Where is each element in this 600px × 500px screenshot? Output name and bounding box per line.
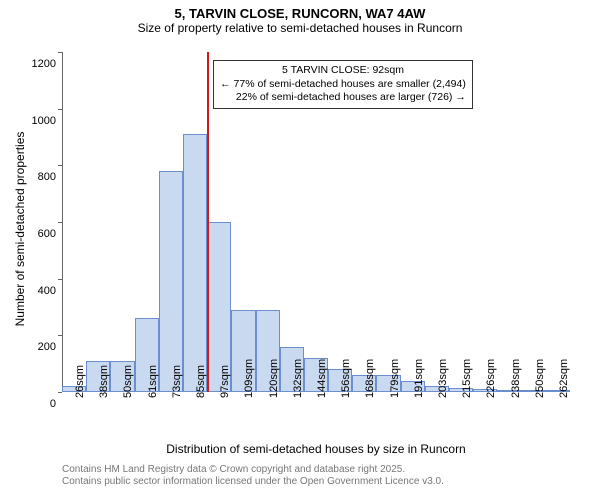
y-tick: 800 <box>38 171 56 183</box>
bar <box>159 171 183 392</box>
footer-line2: Contains public sector information licen… <box>62 476 444 487</box>
annot-line1: 5 TARVIN CLOSE: 92sqm <box>220 64 466 78</box>
y-axis-label: Number of semi-detached properties <box>13 129 27 329</box>
chart-subtitle: Size of property relative to semi-detach… <box>0 21 600 35</box>
y-tick: 600 <box>38 228 56 240</box>
footer-line1: Contains HM Land Registry data © Crown c… <box>62 464 405 475</box>
chart-title: 5, TARVIN CLOSE, RUNCORN, WA7 4AW <box>0 0 600 21</box>
chart-container: 5, TARVIN CLOSE, RUNCORN, WA7 4AW Size o… <box>0 0 600 500</box>
y-tick: 1000 <box>32 115 56 127</box>
x-axis-label: Distribution of semi-detached houses by … <box>62 442 570 456</box>
annotation-box: 5 TARVIN CLOSE: 92sqm ← 77% of semi-deta… <box>213 60 473 109</box>
y-tick: 400 <box>38 285 56 297</box>
y-tick: 0 <box>50 398 56 410</box>
y-tick: 1200 <box>32 58 56 70</box>
x-tick: 262sqm <box>558 359 600 398</box>
annot-line3: 22% of semi-detached houses are larger (… <box>220 91 466 105</box>
y-axis <box>62 52 63 392</box>
plot-area: 5 TARVIN CLOSE: 92sqm ← 77% of semi-deta… <box>62 52 570 392</box>
reference-line <box>207 52 209 392</box>
y-tick: 200 <box>38 341 56 353</box>
bar <box>183 134 207 392</box>
annot-line2: ← 77% of semi-detached houses are smalle… <box>220 78 466 92</box>
